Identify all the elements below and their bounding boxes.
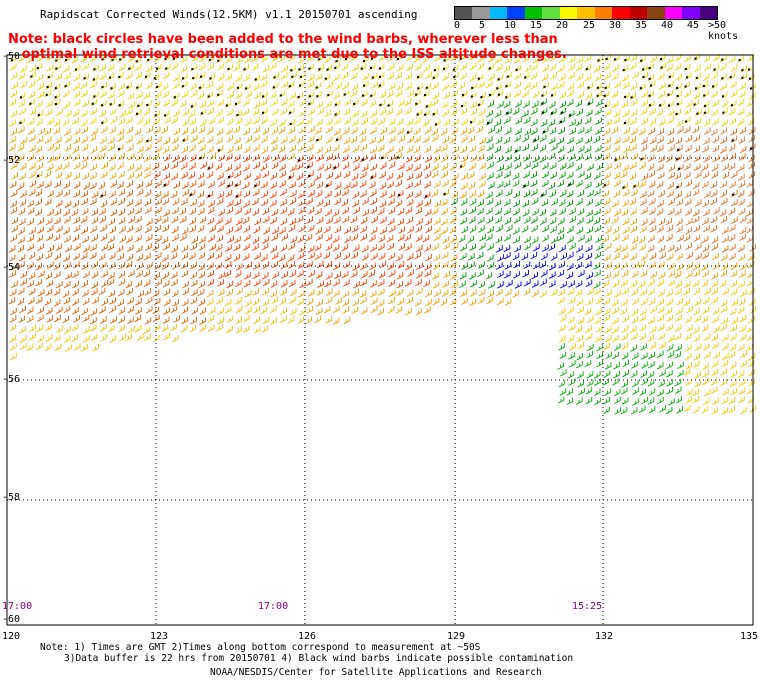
- colorbar-swatch: [594, 7, 613, 19]
- time-label-131: 15:25: [572, 601, 603, 612]
- lat-label-60: -60: [2, 614, 21, 625]
- lon-label-135: 135: [740, 631, 759, 642]
- footer-note-2: 3)Data buffer is 22 hrs from 20150701 4)…: [64, 653, 574, 664]
- time-label-120: 17:00: [2, 601, 33, 612]
- wind-speed-colorbar: [454, 6, 718, 20]
- lat-label-56: -56: [2, 374, 21, 385]
- colorbar-swatch: [507, 7, 525, 19]
- lat-label-52: -52: [2, 155, 21, 166]
- colorbar-swatch: [542, 7, 560, 19]
- colorbar-label: 5: [479, 20, 486, 31]
- colorbar-swatch: [699, 7, 718, 19]
- colorbar-label: 40: [661, 20, 674, 31]
- map-title: Rapidscat Corrected Winds(12.5KM) v1.1 2…: [40, 8, 418, 21]
- colorbar-label: 25: [583, 20, 596, 31]
- colorbar-label: 30: [609, 20, 622, 31]
- wind-barbs: [8, 53, 756, 415]
- colorbar-label: 20: [556, 20, 569, 31]
- colorbar-swatch: [472, 7, 490, 19]
- lon-label-123: 123: [150, 631, 169, 642]
- colorbar-swatch: [612, 7, 630, 19]
- lon-label-126: 126: [298, 631, 317, 642]
- colorbar-label: 10: [504, 20, 517, 31]
- colorbar-label: >50 knots: [708, 20, 739, 42]
- colorbar-label: 35: [635, 20, 648, 31]
- colorbar-swatch: [682, 7, 700, 19]
- colorbar-swatch: [629, 7, 648, 19]
- footer-credit: NOAA/NESDIS/Center for Satellite Applica…: [210, 667, 542, 678]
- colorbar-label: 15: [530, 20, 543, 31]
- colorbar-swatch: [577, 7, 595, 19]
- colorbar-swatch: [455, 7, 473, 19]
- map-frame: [6, 54, 754, 626]
- lon-label-132: 132: [595, 631, 614, 642]
- altitude-note: Note: black circles have been added to t…: [8, 32, 567, 62]
- lat-lon-grid: [7, 55, 753, 625]
- colorbar-label: 0: [454, 20, 461, 31]
- lat-label-50: -50: [2, 51, 21, 62]
- lat-label-58: -58: [2, 492, 21, 503]
- colorbar-swatch: [647, 7, 665, 19]
- time-label-125: 17:00: [258, 601, 289, 612]
- colorbar-swatch: [559, 7, 578, 19]
- footer-note-1: Note: 1) Times are GMT 2)Times along bot…: [40, 642, 481, 653]
- colorbar-swatch: [489, 7, 508, 19]
- colorbar-label: 45: [687, 20, 700, 31]
- colorbar-swatch: [524, 7, 543, 19]
- lat-label-54: -54: [2, 262, 21, 273]
- lon-label-120: 120: [2, 631, 21, 642]
- colorbar-labels: 0 5 10 15 20 25 30 35 40 45 >50 knots: [452, 20, 760, 42]
- colorbar-swatch: [664, 7, 683, 19]
- lon-label-129: 129: [447, 631, 466, 642]
